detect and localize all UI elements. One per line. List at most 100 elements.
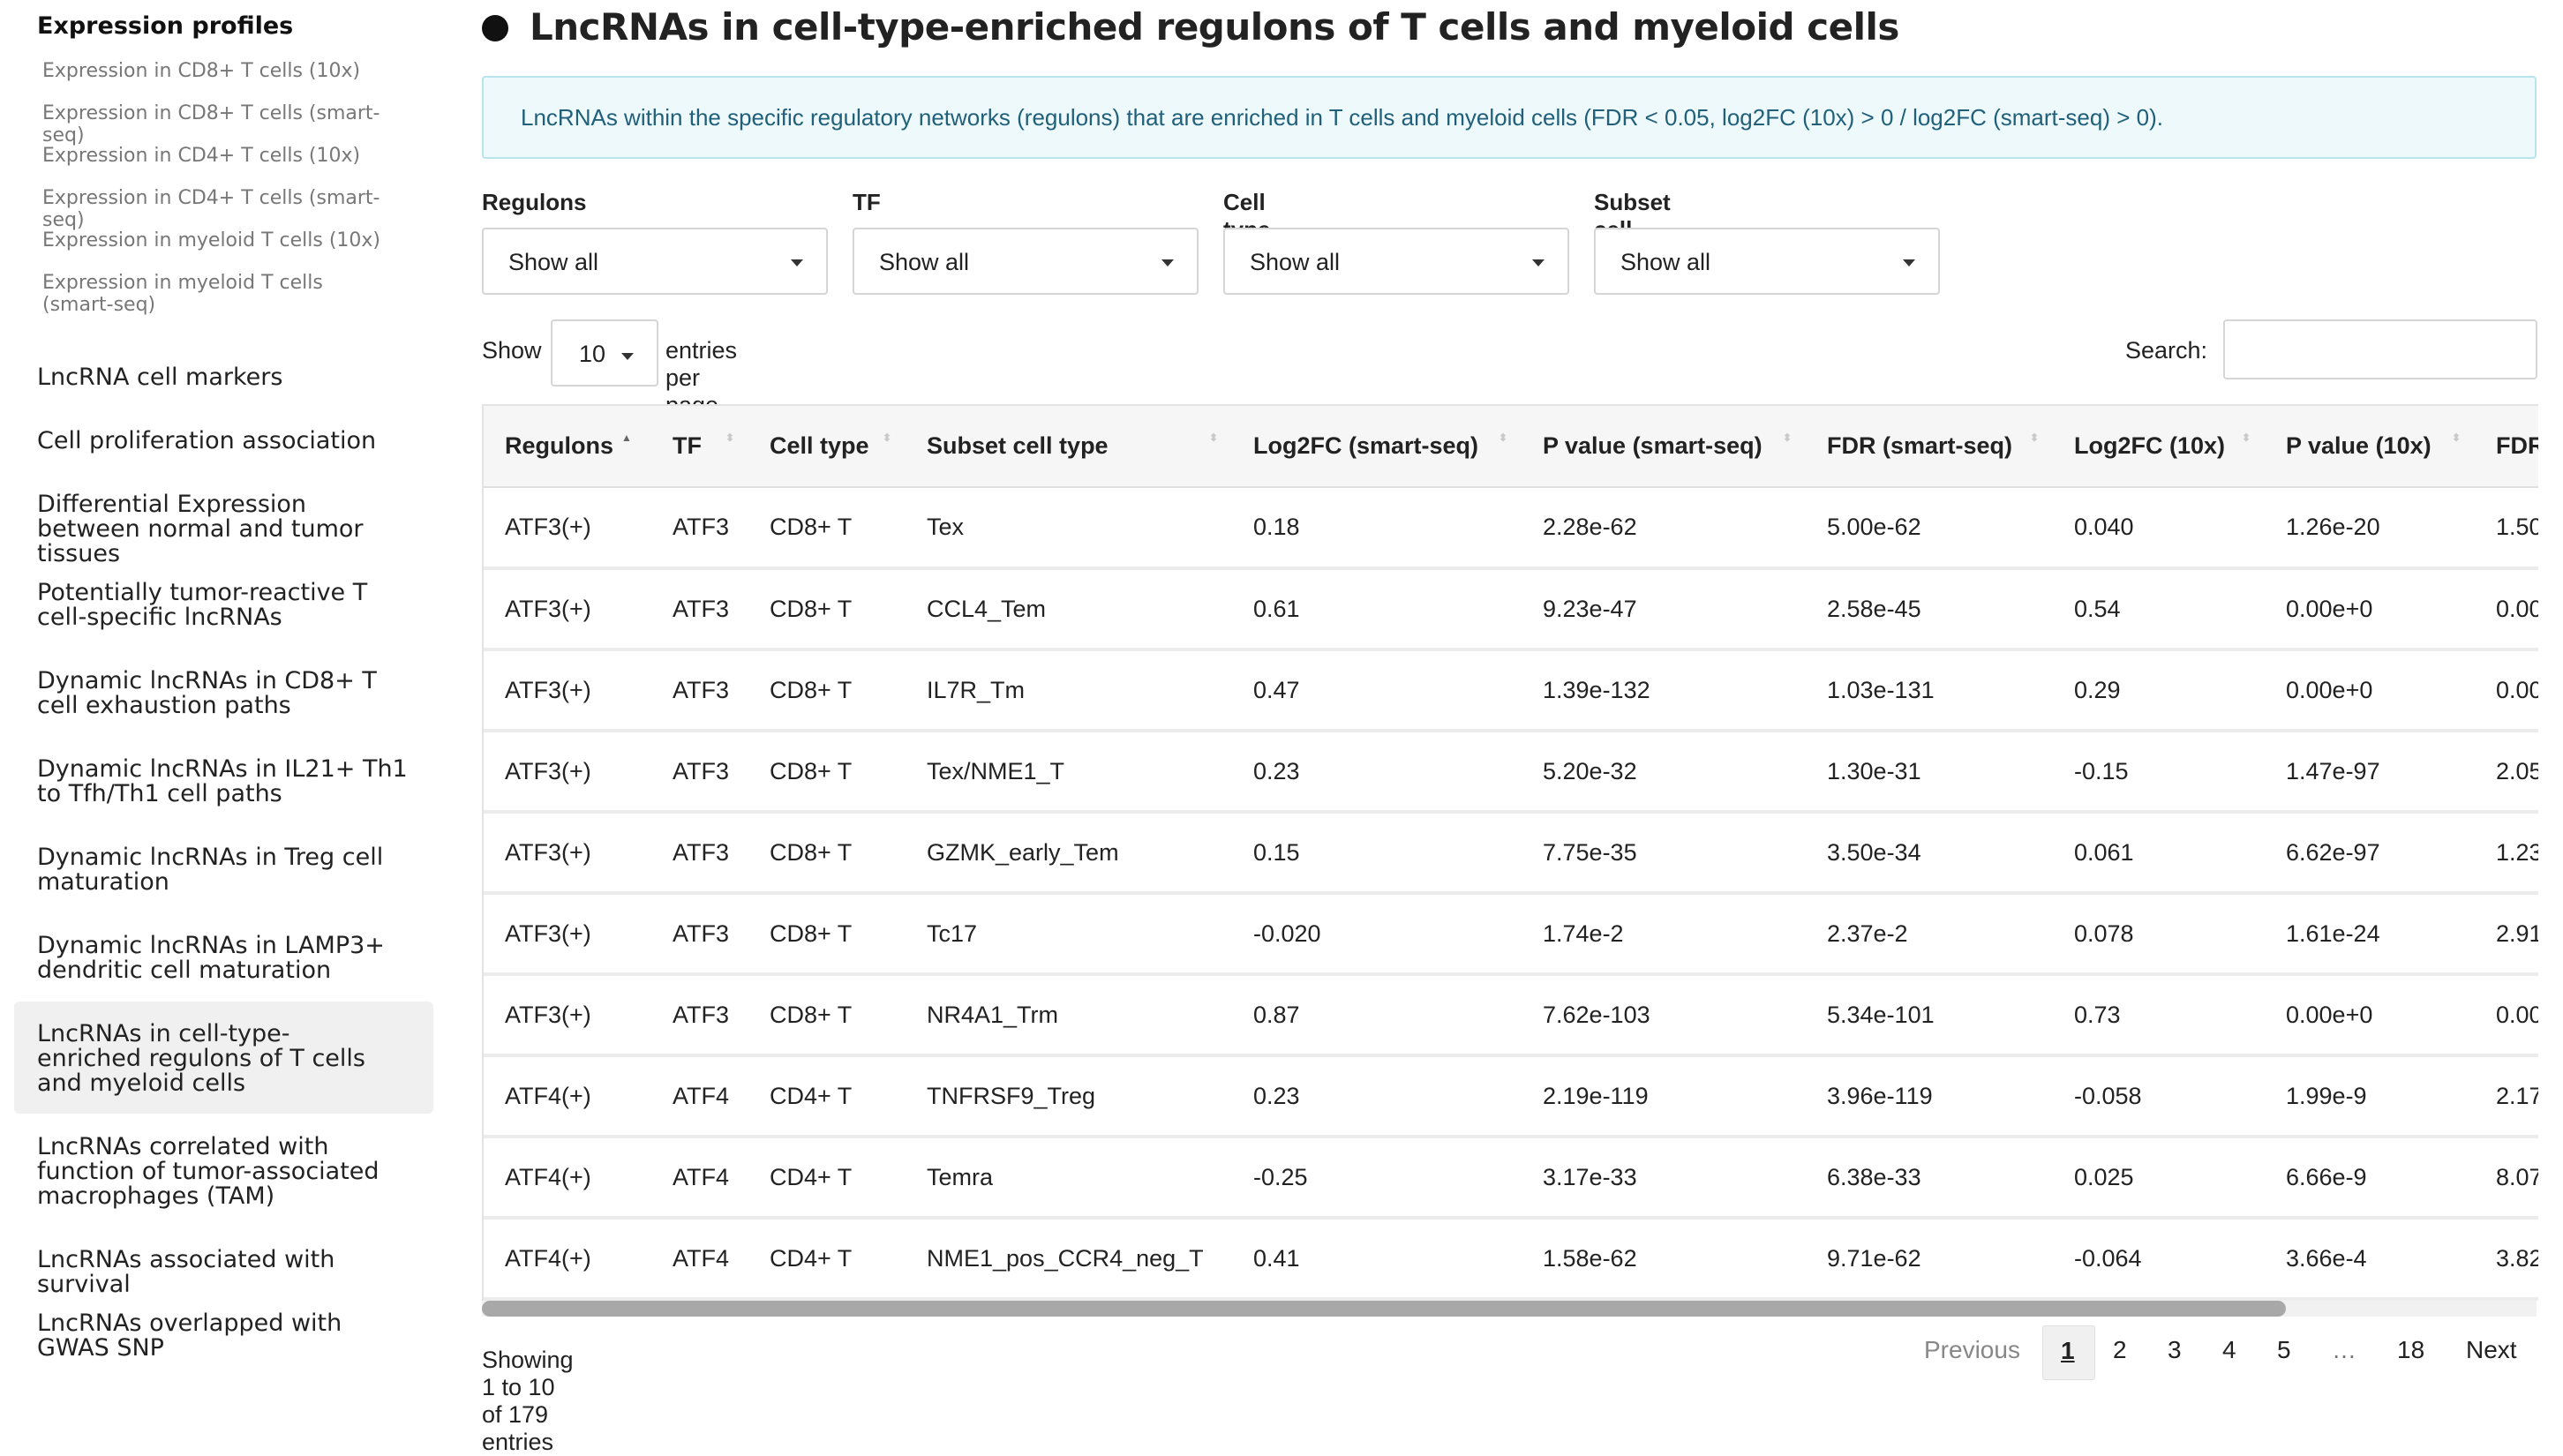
cell-fdr-10x: 3.82e-4: [2475, 1218, 2538, 1301]
sort-icon: ⬍: [725, 432, 735, 444]
cell-regulons: ATF3(+): [484, 812, 651, 895]
horizontal-scrollbar[interactable]: [482, 1301, 2537, 1317]
cell-pvalue-smartseq: 2.28e-62: [1522, 487, 1806, 570]
sidebar-section-title: Expression profiles: [37, 12, 294, 40]
cell-subset-cell-type: IL7R_Tm: [906, 649, 1232, 732]
table-row: ATF4(+) ATF4 CD4+ T Temra -0.25 3.17e-33 6.38e…: [484, 1137, 2538, 1220]
search-input[interactable]: [2223, 319, 2537, 379]
sidebar-item-tumor-reactive[interactable]: Potentially tumor-reactive T cell-specif…: [37, 579, 368, 631]
entries-per-page-select[interactable]: 10: [551, 319, 658, 387]
column-header-fdr-smartseq[interactable]: FDR (smart-seq) ⬍: [1806, 406, 2053, 488]
cell-subset-cell-type: Tex: [906, 487, 1232, 570]
sidebar-item-proliferation[interactable]: Cell proliferation association: [37, 427, 377, 454]
sidebar-item-survival[interactable]: LncRNAs associated with survival: [37, 1246, 335, 1298]
pagination-page-5[interactable]: 5: [2277, 1336, 2291, 1363]
cell-log2fc-10x: -0.064: [2053, 1218, 2265, 1301]
cell-fdr-smartseq: 3.50e-34: [1806, 812, 2053, 895]
cell-tf: ATF3: [651, 974, 748, 1057]
cell-regulons: ATF4(+): [484, 1137, 651, 1220]
cell-pvalue-smartseq: 7.75e-35: [1522, 812, 1806, 895]
filter-select-cell-type[interactable]: Show all: [1223, 228, 1569, 295]
pagination-ellipsis: …: [2332, 1336, 2356, 1363]
sidebar-item-lamp3-dc[interactable]: Dynamic lncRNAs in LAMP3+ dendritic cell…: [37, 932, 385, 984]
sidebar-item-tam-function[interactable]: LncRNAs correlated with function of tumo…: [37, 1133, 380, 1210]
sidebar-item-il21-th1[interactable]: Dynamic lncRNAs in IL21+ Th1 to Tfh/Th1 …: [37, 755, 408, 807]
cell-cell-type: CD8+ T: [748, 568, 906, 651]
caret-down-icon: [791, 259, 803, 266]
sort-icon: ⬍: [1783, 432, 1793, 444]
cell-cell-type: CD8+ T: [748, 893, 906, 976]
filter-select-value: Show all: [879, 249, 970, 275]
caret-down-icon: [1161, 259, 1174, 266]
cell-cell-type: CD8+ T: [748, 731, 906, 814]
sidebar-subitem-cd8-10x[interactable]: Expression in CD8+ T cells (10x): [42, 60, 361, 82]
cell-log2fc-10x: 0.078: [2053, 893, 2265, 976]
column-header-subset-cell-type[interactable]: Subset cell type ⬍: [906, 406, 1232, 488]
column-header-label: Cell type: [770, 432, 869, 459]
sidebar-subitem-myeloid-smartseq[interactable]: Expression in myeloid T cells (smart-seq…: [42, 272, 323, 316]
column-header-tf[interactable]: TF ⬍: [651, 406, 748, 488]
sidebar-item-treg-maturation[interactable]: Dynamic lncRNAs in Treg cell maturation: [37, 844, 384, 896]
sidebar-subitem-cd4-smartseq[interactable]: Expression in CD4+ T cells (smart-seq): [42, 187, 380, 231]
cell-fdr-10x: 1.50e-20: [2475, 487, 2538, 570]
cell-log2fc-smartseq: -0.020: [1232, 893, 1522, 976]
filter-select-subset-cell-type[interactable]: Show all: [1594, 228, 1940, 295]
sidebar-item-gwas-snp[interactable]: LncRNAs overlapped with GWAS SNP: [37, 1310, 342, 1362]
cell-log2fc-10x: 0.54: [2053, 568, 2265, 651]
sidebar-item-cell-markers[interactable]: LncRNA cell markers: [37, 364, 283, 391]
pagination-page-4[interactable]: 4: [2222, 1336, 2236, 1363]
sort-icon: ⬍: [883, 432, 892, 444]
filter-select-tf[interactable]: Show all: [853, 228, 1199, 295]
column-header-log2fc-10x[interactable]: Log2FC (10x) ⬍: [2053, 406, 2265, 488]
table-row: ATF3(+) ATF3 CD8+ T Tex 0.18 2.28e-62 5.00e-62…: [484, 487, 2538, 570]
cell-pvalue-smartseq: 7.62e-103: [1522, 974, 1806, 1057]
cell-fdr-10x: 0.00e+0: [2475, 974, 2538, 1057]
column-header-log2fc-smartseq[interactable]: Log2FC (smart-seq) ⬍: [1232, 406, 1522, 488]
cell-log2fc-10x: -0.058: [2053, 1055, 2265, 1138]
sidebar-item-cd8-exhaustion[interactable]: Dynamic lncRNAs in CD8+ T cell exhaustio…: [37, 667, 377, 719]
scrollbar-thumb[interactable]: [482, 1301, 2286, 1317]
column-header-pvalue-10x[interactable]: P value (10x) ⬍: [2265, 406, 2475, 488]
sidebar-subitem-cd4-10x[interactable]: Expression in CD4+ T cells (10x): [42, 145, 361, 167]
cell-pvalue-10x: 0.00e+0: [2265, 649, 2475, 732]
column-header-pvalue-smartseq[interactable]: P value (smart-seq) ⬍: [1522, 406, 1806, 488]
cell-fdr-smartseq: 6.38e-33: [1806, 1137, 2053, 1220]
cell-cell-type: CD8+ T: [748, 974, 906, 1057]
cell-subset-cell-type: GZMK_early_Tem: [906, 812, 1232, 895]
sort-icon: ⬍: [1209, 432, 1219, 444]
column-header-label: Regulons: [505, 432, 614, 459]
pagination-next[interactable]: Next: [2466, 1336, 2517, 1363]
pagination-page-18[interactable]: 18: [2397, 1336, 2425, 1363]
cell-pvalue-10x: 6.66e-9: [2265, 1137, 2475, 1220]
pagination-page-3[interactable]: 3: [2168, 1336, 2182, 1363]
cell-cell-type: CD4+ T: [748, 1218, 906, 1301]
sort-icon: ⬍: [1499, 432, 1508, 444]
pagination-previous[interactable]: Previous: [1924, 1336, 2020, 1363]
cell-fdr-smartseq: 1.30e-31: [1806, 731, 2053, 814]
bullet-icon: [482, 15, 508, 41]
filter-select-regulons[interactable]: Show all: [482, 228, 828, 295]
caret-down-icon: [1903, 259, 1915, 266]
sidebar-subitem-cd8-smartseq[interactable]: Expression in CD8+ T cells (smart-seq): [42, 102, 380, 146]
sidebar-item-regulons-active[interactable]: LncRNAs in cell-type-enriched regulons o…: [37, 1020, 365, 1097]
sidebar-item-differential-expression[interactable]: Differential Expression between normal a…: [37, 491, 364, 567]
info-alert: LncRNAs within the specific regulatory n…: [482, 76, 2537, 159]
pagination-page-1-current[interactable]: 1: [2042, 1325, 2095, 1380]
column-header-cell-type[interactable]: Cell type ⬍: [748, 406, 906, 488]
column-header-regulons[interactable]: Regulons ▲: [484, 406, 651, 488]
pagination-page-2[interactable]: 2: [2113, 1336, 2127, 1363]
column-header-fdr-10x[interactable]: FDR (10x): [2475, 406, 2538, 488]
column-header-label: Log2FC (10x): [2074, 432, 2226, 459]
cell-regulons: ATF3(+): [484, 893, 651, 976]
cell-pvalue-10x: 0.00e+0: [2265, 974, 2475, 1057]
sort-icon: ⬍: [2452, 432, 2462, 444]
cell-fdr-10x: 2.05e-97: [2475, 731, 2538, 814]
data-table-container: Regulons ▲ TF ⬍ Cell type ⬍ Subset cell typ…: [482, 404, 2538, 1306]
caret-down-icon: [621, 353, 634, 360]
cell-pvalue-smartseq: 1.39e-132: [1522, 649, 1806, 732]
cell-pvalue-smartseq: 9.23e-47: [1522, 568, 1806, 651]
sidebar-subitem-myeloid-10x[interactable]: Expression in myeloid T cells (10x): [42, 229, 381, 251]
cell-log2fc-10x: 0.29: [2053, 649, 2265, 732]
cell-fdr-smartseq: 2.58e-45: [1806, 568, 2053, 651]
cell-pvalue-smartseq: 1.58e-62: [1522, 1218, 1806, 1301]
